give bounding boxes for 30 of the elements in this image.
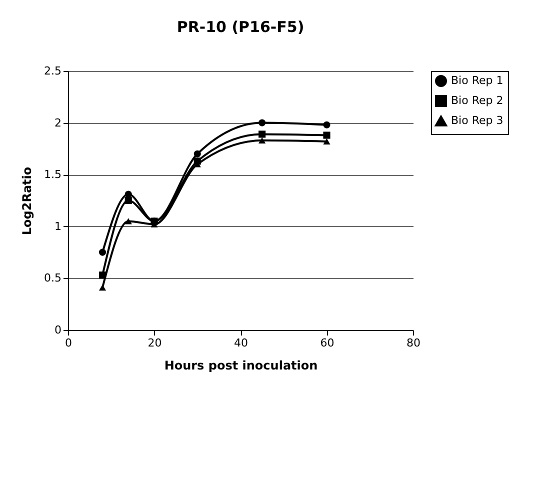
x-tick-label: 40 (234, 336, 248, 350)
x-tick-label: 20 (148, 336, 162, 350)
y-tick-label: 0.5 (44, 272, 62, 285)
y-axis-title: Log2Ratio (20, 166, 34, 236)
x-axis-title: Hours post inoculation (164, 358, 318, 372)
legend-label: Bio Rep 2 (451, 94, 504, 107)
point (258, 130, 266, 138)
point (258, 137, 266, 144)
point (124, 196, 132, 204)
y-tick-label: 1.5 (44, 168, 62, 182)
point (98, 284, 106, 291)
legend-label: Bio Rep 3 (451, 114, 504, 127)
chart-title: PR-10 (P16-F5) (176, 18, 304, 36)
legend-label: Bio Rep 1 (451, 74, 504, 87)
point (323, 138, 330, 145)
x-tick-label: 60 (320, 336, 334, 350)
point (323, 132, 330, 139)
y-tick-label: 2.5 (44, 64, 62, 78)
x-tick-label: 80 (406, 336, 420, 350)
point (124, 218, 132, 224)
point (323, 121, 330, 128)
y-tick-label: 0 (54, 324, 62, 336)
point (258, 119, 266, 126)
point (98, 248, 106, 256)
y-tick-label: 2 (54, 116, 62, 130)
x-tick-label: 0 (65, 336, 72, 350)
point (98, 272, 106, 279)
y-tick-label: 1 (54, 220, 62, 233)
point (194, 150, 201, 158)
point (124, 190, 132, 198)
